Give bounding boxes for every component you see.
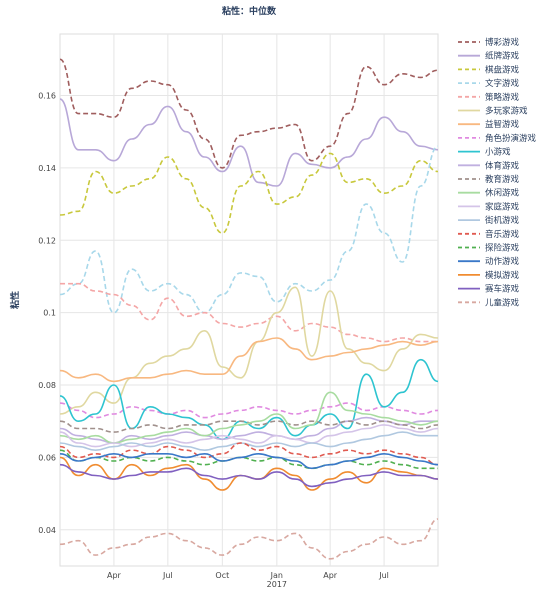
legend-label: 街机游戏 (485, 215, 520, 226)
legend-label: 角色扮演游戏 (485, 133, 537, 144)
y-tick-label: 0.14 (38, 164, 56, 173)
legend-label: 棋盘游戏 (485, 64, 520, 75)
series-line-8 (59, 358, 439, 441)
x-tick-label: Apr (323, 571, 338, 580)
series-line-9 (59, 416, 438, 444)
chart-title: 粘性：中位数 (221, 5, 277, 17)
legend-label: 动作游戏 (485, 256, 520, 267)
legend-label: 模拟游戏 (485, 270, 520, 281)
plot-background (59, 33, 439, 567)
series-line-18 (59, 463, 439, 488)
legend-item[interactable]: 角色扮演游戏 (458, 133, 537, 144)
x-tick-label: Jul (162, 571, 173, 580)
series-line-19 (59, 518, 439, 560)
series-line-5 (59, 286, 439, 415)
legend-label: 多玩家游戏 (485, 106, 528, 117)
legend-item[interactable]: 探险游戏 (458, 243, 520, 254)
legend-item[interactable]: 家庭游戏 (458, 201, 520, 212)
series-line-1 (59, 98, 439, 187)
legend-label: 小游戏 (485, 147, 511, 158)
y-tick-label: 0.04 (38, 526, 56, 535)
x-tick-label: 2017 (267, 580, 287, 589)
legend-label: 探险游戏 (485, 243, 520, 254)
legend-label: 赛车游戏 (485, 284, 520, 295)
x-tick-label: Jan (270, 571, 283, 580)
legend-item[interactable]: 文字游戏 (458, 78, 520, 89)
legend-item[interactable]: 街机游戏 (458, 215, 520, 226)
axis-ticks: 0.04 0.06 0.08 0.1 0.12 0.14 0.16 Apr Jul Oct Jan2… (38, 92, 389, 589)
legend-label: 休闲游戏 (485, 188, 520, 199)
y-tick-label: 0.12 (38, 236, 56, 245)
series-line-15 (59, 449, 438, 470)
y-tick-label: 0.08 (38, 381, 56, 390)
y-axis-label: 粘性 (9, 291, 21, 310)
legend[interactable]: 博彩游戏纸牌游戏棋盘游戏文字游戏策略游戏多玩家游戏益智游戏角色扮演游戏小游戏体育… (458, 37, 537, 308)
legend-item[interactable]: 模拟游戏 (458, 270, 520, 281)
legend-item[interactable]: 多玩家游戏 (458, 106, 528, 117)
series-line-2 (59, 152, 439, 234)
series-line-6 (59, 337, 439, 383)
legend-item[interactable]: 休闲游戏 (458, 188, 520, 199)
legend-label: 博彩游戏 (485, 37, 520, 48)
series-line-16 (59, 452, 439, 470)
legend-label: 家庭游戏 (485, 201, 520, 212)
legend-item[interactable]: 动作游戏 (458, 256, 520, 267)
series-line-4 (60, 282, 438, 343)
y-tick-label: 0.16 (38, 92, 56, 101)
legend-item[interactable]: 纸牌游戏 (458, 51, 520, 62)
legend-label: 文字游戏 (485, 78, 520, 89)
x-tick-label: Apr (107, 571, 122, 580)
legend-item[interactable]: 棋盘游戏 (458, 64, 520, 75)
legend-label: 教育游戏 (485, 174, 520, 185)
legend-item[interactable]: 赛车游戏 (458, 284, 520, 295)
legend-item[interactable]: 小游戏 (458, 147, 511, 158)
legend-item[interactable]: 儿童游戏 (458, 297, 520, 308)
series-line-14 (59, 442, 439, 466)
x-tick-label: Jul (378, 571, 389, 580)
legend-item[interactable]: 音乐游戏 (458, 229, 520, 240)
legend-item[interactable]: 益智游戏 (458, 119, 520, 130)
series-line-0 (59, 58, 439, 169)
legend-label: 益智游戏 (485, 119, 520, 130)
legend-label: 策略游戏 (485, 92, 520, 103)
y-tick-label: 0.06 (38, 453, 56, 462)
series-layer (59, 58, 439, 560)
y-tick-label: 0.1 (43, 309, 56, 318)
legend-label: 体育游戏 (485, 160, 520, 171)
legend-label: 音乐游戏 (485, 229, 520, 240)
grid (60, 34, 438, 566)
legend-label: 儿童游戏 (485, 297, 520, 308)
series-line-13 (59, 431, 438, 452)
legend-item[interactable]: 博彩游戏 (458, 37, 520, 48)
x-tick-label: Oct (215, 571, 229, 580)
series-line-11 (59, 391, 439, 444)
series-line-3 (59, 145, 439, 314)
legend-item[interactable]: 教育游戏 (458, 174, 520, 185)
legend-item[interactable]: 策略游戏 (458, 92, 520, 103)
legend-item[interactable]: 体育游戏 (458, 160, 520, 171)
legend-label: 纸牌游戏 (485, 51, 520, 62)
